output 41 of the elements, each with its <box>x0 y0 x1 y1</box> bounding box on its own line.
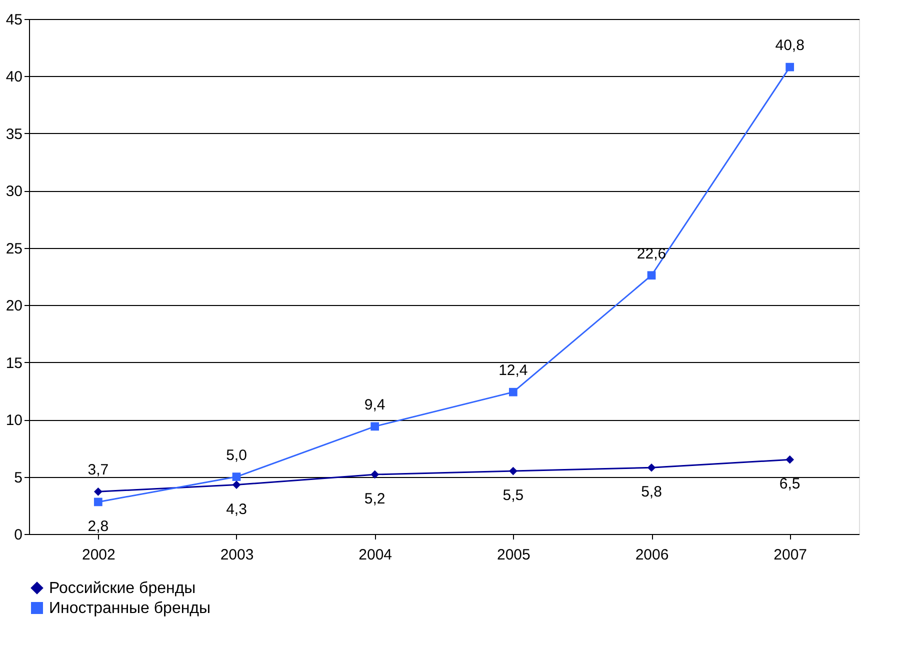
point <box>647 271 656 280</box>
legend-label: Российские бренды <box>49 580 196 597</box>
point <box>94 487 102 496</box>
point <box>370 470 380 479</box>
data-label: 6,5 <box>779 476 800 493</box>
x-tick-label: 2006 <box>635 546 669 564</box>
point <box>232 472 241 481</box>
y-tick-label: 25 <box>6 240 22 258</box>
legend-label: Иностранные бренды <box>49 600 211 617</box>
point <box>786 455 794 464</box>
data-label: 5,0 <box>226 446 247 464</box>
y-tick-label: 10 <box>6 412 22 430</box>
data-label: 9,4 <box>364 396 386 414</box>
data-label: 4,3 <box>226 500 247 518</box>
point <box>370 422 380 431</box>
y-tick-label: 20 <box>6 298 22 315</box>
point <box>647 463 656 472</box>
data-label: 40,8 <box>775 37 804 54</box>
point <box>508 466 518 476</box>
x-tick-label: 2002 <box>82 546 116 564</box>
y-tick-label: 30 <box>6 183 22 200</box>
y-tick-label: 15 <box>6 354 22 372</box>
data-label: 12,4 <box>498 362 528 380</box>
y-tick-label: 5 <box>14 469 22 486</box>
y-tick-label: 0 <box>14 526 22 544</box>
point <box>232 480 241 489</box>
data-label: 2,8 <box>88 518 109 535</box>
data-label: 5,2 <box>364 490 386 508</box>
x-tick-label: 2007 <box>774 546 808 564</box>
data-label: 5,5 <box>502 487 524 504</box>
point <box>786 62 794 72</box>
y-tick-label: 40 <box>6 68 22 86</box>
data-label: 5,8 <box>641 484 662 501</box>
x-tick-label: 2004 <box>358 546 392 564</box>
x-tick-label: 2003 <box>220 546 254 564</box>
point <box>508 388 518 396</box>
x-tick-label: 2005 <box>496 546 530 564</box>
y-tick-label: 45 <box>6 12 22 28</box>
point <box>94 498 102 506</box>
data-label: 3,7 <box>88 462 109 479</box>
y-tick-label: 35 <box>6 126 22 143</box>
